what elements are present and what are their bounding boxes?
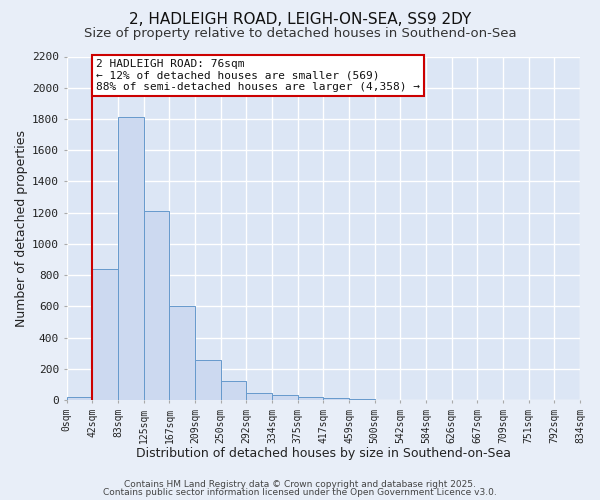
Bar [144, 211, 169, 400]
Bar [195, 360, 221, 400]
Text: Contains public sector information licensed under the Open Government Licence v3: Contains public sector information licen… [103, 488, 497, 497]
Y-axis label: Number of detached properties: Number of detached properties [15, 130, 28, 326]
Text: 2 HADLEIGH ROAD: 76sqm
← 12% of detached houses are smaller (569)
88% of semi-de: 2 HADLEIGH ROAD: 76sqm ← 12% of detached… [97, 59, 421, 92]
X-axis label: Distribution of detached houses by size in Southend-on-Sea: Distribution of detached houses by size … [136, 447, 511, 460]
Bar [169, 306, 195, 400]
Bar [67, 397, 92, 400]
Bar [298, 397, 323, 400]
Text: 2, HADLEIGH ROAD, LEIGH-ON-SEA, SS9 2DY: 2, HADLEIGH ROAD, LEIGH-ON-SEA, SS9 2DY [129, 12, 471, 28]
Bar [221, 381, 247, 400]
Text: Contains HM Land Registry data © Crown copyright and database right 2025.: Contains HM Land Registry data © Crown c… [124, 480, 476, 489]
Bar [118, 118, 144, 400]
Bar [92, 269, 118, 400]
Bar [247, 393, 272, 400]
Text: Size of property relative to detached houses in Southend-on-Sea: Size of property relative to detached ho… [83, 28, 517, 40]
Bar [272, 396, 298, 400]
Bar [323, 398, 349, 400]
